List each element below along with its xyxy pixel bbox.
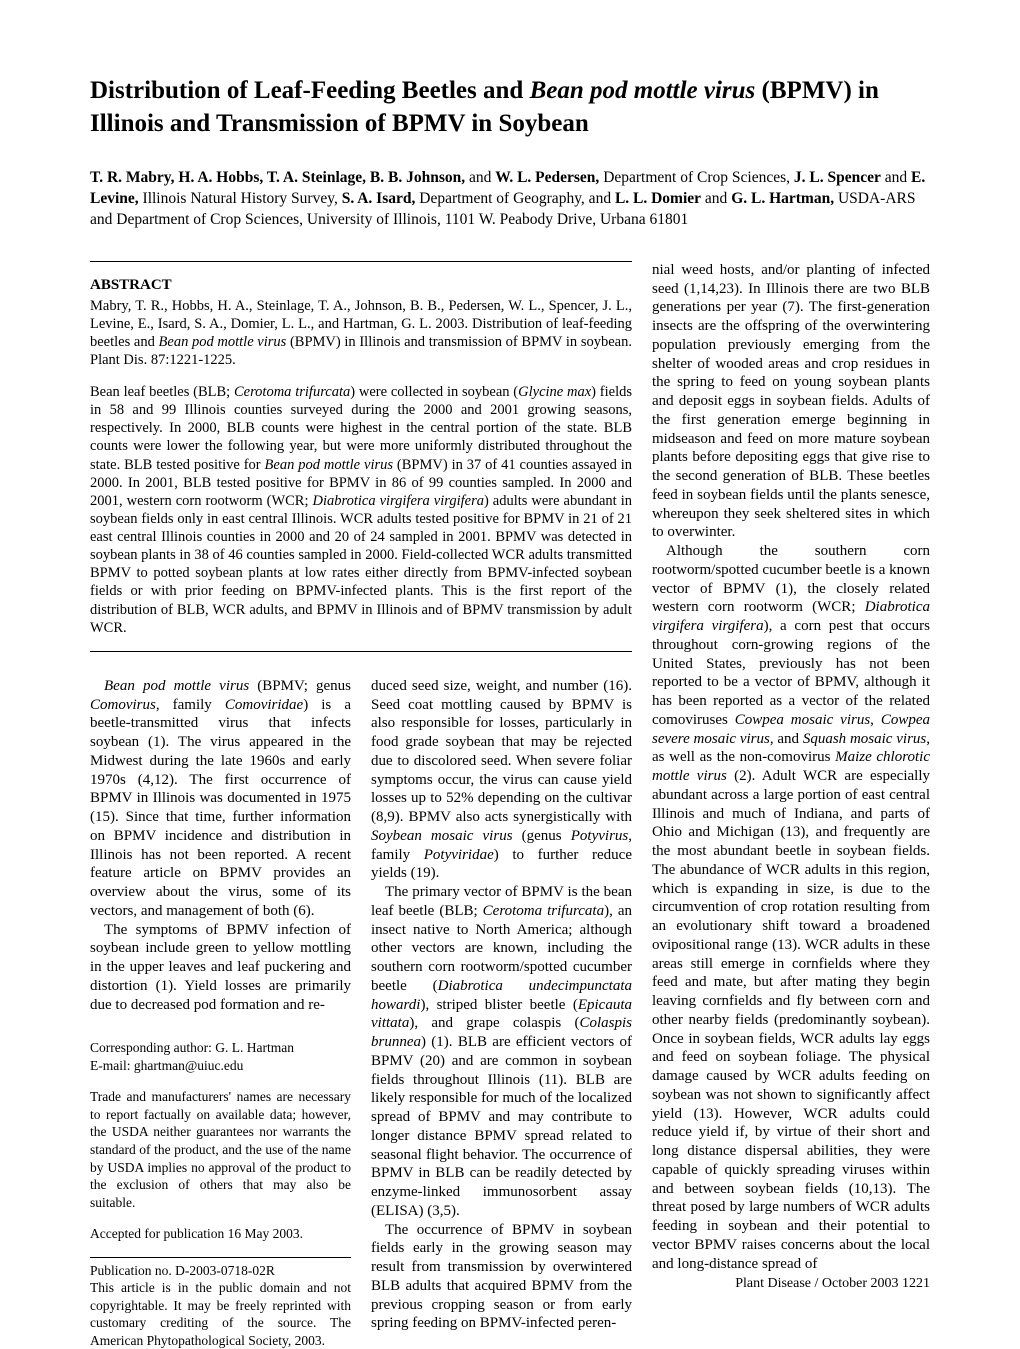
trade-disclaimer: Trade and manufacturers' names are neces… — [90, 1088, 351, 1211]
article-title: Distribution of Leaf-Feeding Beetles and… — [90, 75, 930, 140]
body-paragraph: duced seed size, weight, and number (16)… — [371, 677, 632, 883]
body-paragraph: The occurrence of BPMV in soybean fields… — [371, 1221, 632, 1334]
body-paragraph: The symptoms of BPMV infection of soybea… — [90, 921, 351, 1015]
body-column-2: duced seed size, weight, and number (16)… — [371, 677, 632, 1349]
abstract-citation: Mabry, T. R., Hobbs, H. A., Steinlage, T… — [90, 297, 632, 370]
body-paragraph: Although the southern corn rootworm/spot… — [652, 542, 930, 1273]
body-paragraph: The primary vector of BPMV is the bean l… — [371, 883, 632, 1221]
publication-number: Publication no. D-2003-0718-02R — [90, 1262, 351, 1280]
accepted-date: Accepted for publication 16 May 2003. — [90, 1225, 351, 1243]
abstract-box: ABSTRACT Mabry, T. R., Hobbs, H. A., Ste… — [90, 261, 632, 652]
body-column-1: Bean pod mottle virus (BPMV; genus Comov… — [90, 677, 351, 1349]
body-paragraph: nial weed hosts, and/or planting of infe… — [652, 261, 930, 542]
abstract-body: Bean leaf beetles (BLB; Cerotoma trifurc… — [90, 383, 632, 637]
corresponding-email: E-mail: ghartman@uiuc.edu — [90, 1057, 351, 1075]
page-footer: Plant Disease / October 2003 1221 — [735, 1275, 930, 1293]
author-list: T. R. Mabry, H. A. Hobbs, T. A. Steinlag… — [90, 168, 930, 231]
abstract-heading: ABSTRACT — [90, 276, 632, 295]
corresponding-info: Corresponding author: G. L. Hartman E-ma… — [90, 1039, 351, 1349]
copyright-notice: This article is in the public domain and… — [90, 1279, 351, 1349]
body-column-3: nial weed hosts, and/or planting of infe… — [652, 261, 930, 1349]
corresponding-author: Corresponding author: G. L. Hartman — [90, 1039, 351, 1057]
body-paragraph: Bean pod mottle virus (BPMV; genus Comov… — [90, 677, 351, 921]
